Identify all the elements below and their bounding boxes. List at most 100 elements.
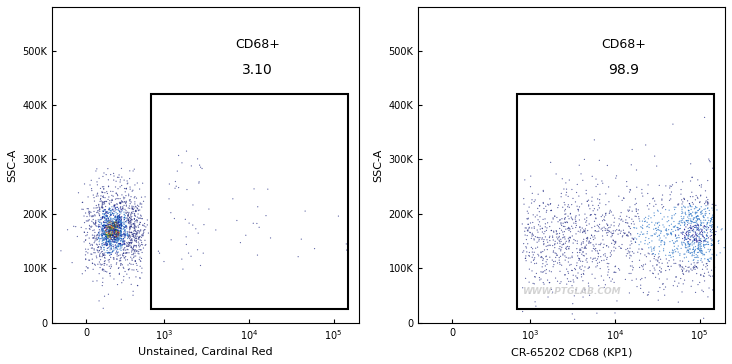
Point (99, 195, 111, 201)
Point (582, 236, 594, 242)
Point (539, 221, 551, 227)
Point (99, 222, 111, 228)
Point (129, 211, 141, 217)
Point (595, 240, 607, 246)
Point (100, 214, 112, 219)
Point (83, 222, 95, 228)
Point (94, 253, 105, 259)
Point (342, 228, 354, 234)
Point (710, 202, 722, 208)
Point (570, 225, 582, 230)
Point (545, 207, 557, 213)
Point (110, 206, 122, 211)
Point (631, 184, 643, 190)
Point (578, 245, 590, 251)
Point (136, 201, 148, 207)
Point (103, 223, 115, 229)
Point (641, 229, 653, 234)
Point (680, 224, 692, 230)
Point (127, 221, 139, 227)
Point (575, 242, 587, 248)
Point (687, 226, 699, 232)
Point (100, 232, 112, 238)
Point (99, 218, 111, 223)
Point (676, 220, 688, 226)
Point (673, 221, 685, 227)
Point (656, 238, 668, 244)
Point (100, 198, 112, 204)
Point (91, 210, 102, 215)
Point (107, 207, 119, 213)
Point (123, 234, 135, 240)
Point (105, 264, 117, 270)
Point (706, 228, 717, 234)
Point (119, 230, 131, 236)
Point (92, 232, 103, 238)
Point (115, 224, 127, 230)
Point (116, 223, 127, 229)
Point (698, 243, 709, 249)
Point (93, 229, 105, 235)
Point (701, 261, 713, 266)
Point (103, 205, 115, 211)
Point (113, 272, 125, 277)
Point (699, 278, 711, 284)
Point (92, 208, 103, 214)
Point (98, 170, 110, 176)
Point (579, 287, 591, 293)
Point (531, 240, 543, 245)
Point (677, 229, 689, 235)
Point (674, 262, 686, 268)
Point (96, 234, 108, 240)
Point (576, 225, 588, 231)
Point (577, 288, 589, 294)
Point (125, 254, 137, 260)
Point (91, 278, 102, 284)
Point (133, 221, 145, 227)
Point (563, 239, 575, 245)
Point (133, 235, 145, 241)
Point (105, 210, 116, 216)
Point (78, 229, 90, 235)
Point (133, 215, 145, 221)
Point (688, 249, 700, 255)
Point (658, 286, 670, 292)
Point (654, 268, 665, 273)
Point (694, 248, 706, 254)
Point (102, 229, 114, 235)
Point (695, 219, 706, 225)
Point (100, 223, 112, 229)
Point (665, 231, 677, 237)
Point (554, 217, 566, 222)
Point (119, 233, 131, 239)
Point (124, 240, 135, 246)
Point (571, 260, 583, 266)
Point (655, 238, 667, 244)
Point (585, 255, 597, 261)
Point (97, 275, 109, 281)
Point (671, 283, 683, 289)
Point (83, 208, 94, 214)
Point (128, 225, 140, 231)
Point (608, 269, 620, 275)
Point (529, 274, 540, 280)
Point (124, 225, 136, 230)
Point (534, 237, 545, 242)
Point (111, 232, 122, 238)
Point (97, 214, 109, 220)
Point (706, 237, 718, 243)
Point (113, 206, 124, 212)
Point (684, 228, 695, 233)
Point (105, 215, 116, 221)
Point (574, 264, 586, 270)
Point (698, 229, 710, 234)
Point (523, 250, 535, 256)
Point (104, 232, 116, 238)
Point (80, 268, 92, 274)
Point (107, 210, 119, 216)
Point (113, 218, 124, 224)
Point (109, 228, 121, 233)
Point (130, 235, 142, 241)
Point (643, 213, 654, 219)
Point (591, 258, 602, 264)
